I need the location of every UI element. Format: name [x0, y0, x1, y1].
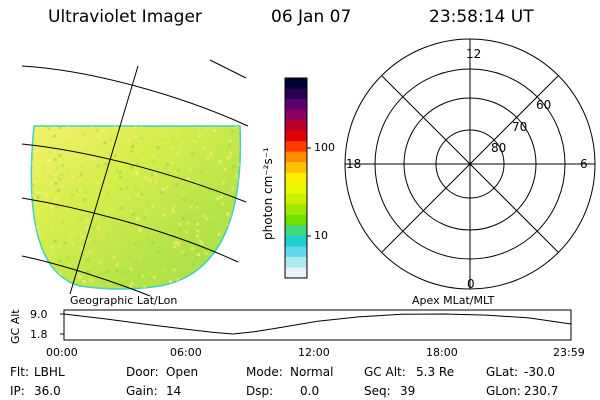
colorbar-cell	[285, 120, 307, 132]
mode-value: Normal	[290, 365, 334, 379]
mlt-label-0: 0	[467, 277, 475, 291]
longitude-line	[69, 65, 139, 295]
filter-label: Flt:	[10, 365, 29, 379]
ip-label: IP:	[10, 384, 25, 398]
colorbar-tick-100: 100	[314, 141, 335, 154]
colorbar	[284, 77, 311, 279]
mlat-label-60: 60	[536, 98, 552, 112]
dsp-label: Dsp:	[246, 384, 274, 398]
door-label: Door:	[126, 365, 159, 379]
filter-value: LBHL	[34, 365, 65, 379]
timeline-frame	[63, 309, 572, 341]
gc-alt-value: 5.3 Re	[416, 365, 455, 379]
colorbar-cell	[285, 141, 307, 153]
instrument-title: Ultraviolet Imager	[48, 7, 202, 27]
ip-value: 36.0	[34, 384, 61, 398]
colorbar-cell	[285, 162, 307, 174]
colorbar-cell	[285, 172, 307, 184]
geographic-caption: Geographic Lat/Lon	[70, 294, 178, 307]
colorbar-cell	[285, 151, 307, 163]
dsp-value: 0.0	[300, 384, 320, 398]
mlt-label-6: 6	[580, 157, 588, 171]
geographic-map	[21, 59, 249, 297]
door-value: Open	[166, 365, 199, 379]
colorbar-cell	[285, 183, 307, 195]
colorbar-cell	[285, 235, 307, 247]
latitude-line	[21, 143, 247, 203]
gain-label: Gain:	[126, 384, 158, 398]
colorbar-cell	[285, 78, 307, 90]
colorbar-cell	[285, 193, 307, 205]
latitude-line	[21, 255, 151, 297]
mlt-diagonal	[381, 75, 559, 253]
timeline-ytick-max: 9.0	[30, 308, 48, 321]
colorbar-cell	[285, 88, 307, 100]
altitude-curve	[63, 313, 572, 335]
timeline-xtick-0000: 00:00	[46, 346, 78, 359]
timeline-xtick-2359: 23:59	[553, 346, 585, 359]
colorbar-cell	[285, 246, 307, 258]
colorbar-cell	[285, 214, 307, 226]
colorbar-cell	[285, 204, 307, 216]
glon-value: 230.7	[524, 384, 559, 398]
colorbar-cell	[285, 130, 307, 142]
colorbar-cell	[285, 99, 307, 111]
apex-caption: Apex MLat/MLT	[412, 294, 495, 307]
glon-label: GLon:	[486, 384, 521, 398]
timeline-xtick-0600: 06:00	[170, 346, 202, 359]
gain-value: 14	[166, 384, 182, 398]
timeline-ytick-min: 1.8	[30, 328, 48, 341]
colorbar-tick-10: 10	[314, 229, 328, 242]
mode-label: Mode:	[246, 365, 283, 379]
timeline-ylabel: GC Alt	[9, 309, 22, 344]
glat-label: GLat:	[486, 365, 519, 379]
polar-grid	[344, 38, 596, 290]
glat-value: -30.0	[524, 365, 556, 379]
timeline-xtick-1200: 12:00	[298, 346, 330, 359]
seq-value: 39	[400, 384, 416, 398]
time-label: 23:58:14 UT	[429, 7, 534, 27]
colorbar-cell	[285, 267, 307, 279]
colorbar-cell	[285, 109, 307, 121]
latitude-line	[21, 65, 249, 127]
mlat-label-70: 70	[512, 120, 528, 134]
gc-alt-label: GC Alt:	[364, 365, 406, 379]
colorbar-unit-label: photon cm⁻²s⁻¹	[261, 147, 275, 240]
mlat-label-80: 80	[491, 141, 507, 155]
latitude-line	[209, 59, 247, 79]
lat-lon-grid	[21, 59, 249, 297]
date-label: 06 Jan 07	[271, 7, 352, 27]
colorbar-cell	[285, 225, 307, 237]
mlt-label-12: 12	[466, 47, 482, 61]
mlt-label-18: 18	[346, 157, 362, 171]
altitude-timeline	[60, 309, 572, 341]
latitude-line	[21, 197, 239, 263]
timeline-xtick-1800: 18:00	[426, 346, 458, 359]
colorbar-cell	[285, 256, 307, 268]
seq-label: Seq:	[364, 384, 391, 398]
